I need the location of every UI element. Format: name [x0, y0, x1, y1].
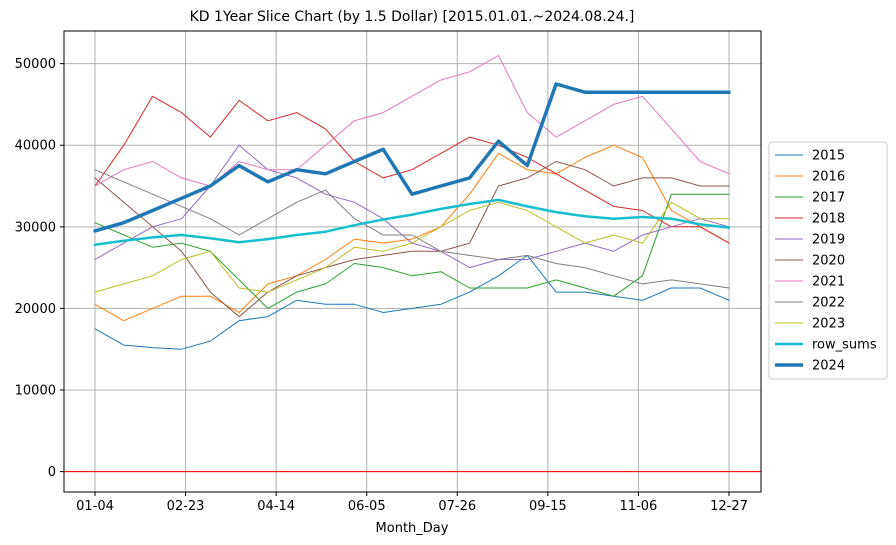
x-tick-label: 12-27 [710, 499, 748, 514]
legend-label: 2019 [812, 233, 845, 248]
x-tick-label: 01-04 [76, 499, 114, 514]
legend: 2015 2016 2017 2018 2019 2020 2021 2022 2023 row_… [768, 141, 888, 380]
legend-items: 2015 2016 2017 2018 2019 2020 2021 2022 2023 row_… [775, 149, 877, 374]
legend-label: 2017 [812, 191, 845, 206]
axis-layer: 01-04 02-23 04-14 06-05 07-26 09-15 11-06 12-27… [15, 57, 748, 514]
legend-label: 2024 [812, 359, 845, 374]
series-line-2021 [94, 55, 730, 187]
legend-frame [768, 141, 888, 380]
legend-label: 2018 [812, 212, 845, 227]
series-line-2018 [94, 95, 730, 244]
series-line-2015 [94, 254, 730, 350]
chart-title: KD 1Year Slice Chart (by 1.5 Dollar) [20… [190, 9, 635, 25]
series-line-2024 [93, 82, 731, 233]
legend-label: 2021 [812, 275, 845, 290]
series-line-2016 [94, 144, 730, 322]
series-line-row-sums [93, 198, 731, 247]
y-tick-label: 20000 [15, 302, 56, 317]
plot-frame [63, 30, 762, 493]
legend-label: row_sums [812, 338, 877, 353]
x-tick-label: 02-23 [167, 499, 205, 514]
x-tick-label: 11-06 [620, 499, 658, 514]
legend-label: 2022 [812, 296, 845, 311]
series-line-2023 [94, 201, 730, 293]
y-tick-label: 50000 [15, 57, 56, 72]
x-axis-title: Month_Day [376, 521, 449, 536]
y-tick-label: 40000 [15, 139, 56, 154]
y-tick-label: 30000 [15, 220, 56, 235]
series-line-2020 [94, 161, 730, 318]
legend-label: 2015 [812, 149, 845, 164]
x-tick-label: 06-05 [348, 499, 386, 514]
x-tick-label: 09-15 [529, 499, 567, 514]
series-line-2022 [94, 169, 730, 289]
legend-label: 2016 [812, 170, 845, 185]
legend-label: 2023 [812, 317, 845, 332]
y-tick-label: 0 [48, 465, 56, 480]
series-line-2017 [94, 193, 730, 309]
legend-label: 2020 [812, 254, 845, 269]
y-tick-label: 10000 [15, 384, 56, 399]
x-tick-label: 04-14 [257, 499, 295, 514]
x-tick-label: 07-26 [438, 499, 476, 514]
series-layer [64, 55, 761, 473]
